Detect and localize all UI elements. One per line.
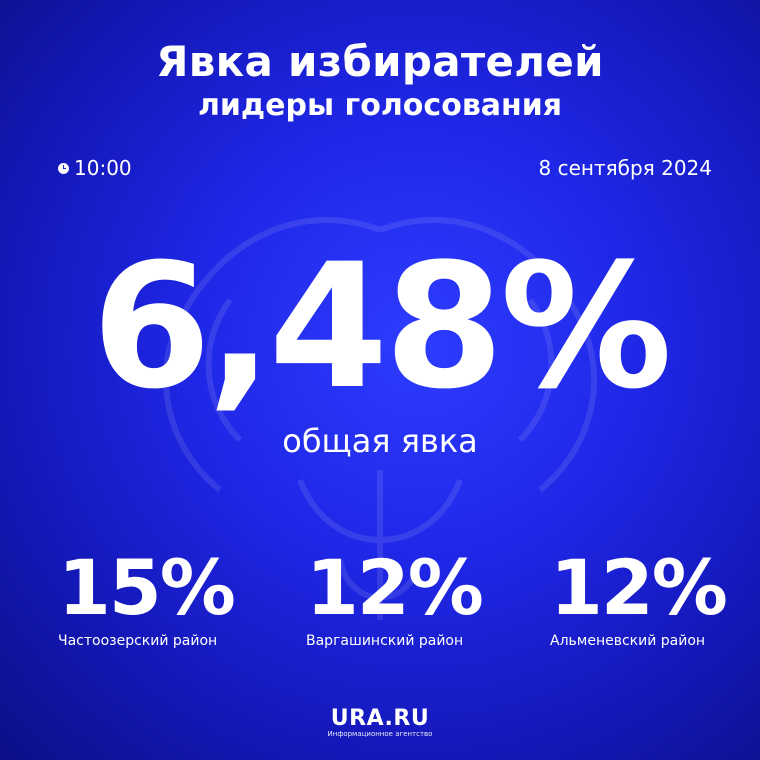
page-subtitle: лидеры голосования: [197, 88, 563, 123]
district-item: 12% Варгашинский район: [306, 548, 506, 650]
district-item: 15% Частоозерский район: [58, 548, 258, 650]
page-title: Явка избирателей: [156, 37, 604, 86]
time-text: 10:00: [74, 156, 132, 180]
logo-tagline: Информационное агентство: [327, 730, 433, 738]
district-turnout-value: 15%: [58, 543, 236, 632]
district-name: Альменевский район: [550, 633, 706, 649]
district-name: Варгашинский район: [306, 633, 464, 649]
logo-brand: URA.RU: [330, 706, 430, 731]
ura-ru-logo: URA.RU Информационное агентство: [0, 708, 760, 739]
district-turnout-value: 12%: [306, 543, 484, 632]
total-turnout-label: общая явка: [282, 422, 478, 460]
district-item: 12% Альменевский район: [550, 548, 750, 650]
total-turnout-value: 6,48%: [91, 226, 673, 427]
date-text: 8 сентября 2024: [538, 156, 712, 180]
district-name: Частоозерский район: [58, 633, 218, 649]
district-turnout-value: 12%: [550, 543, 728, 632]
clock-icon: [58, 162, 69, 174]
time-stamp: 10:00: [58, 156, 132, 180]
